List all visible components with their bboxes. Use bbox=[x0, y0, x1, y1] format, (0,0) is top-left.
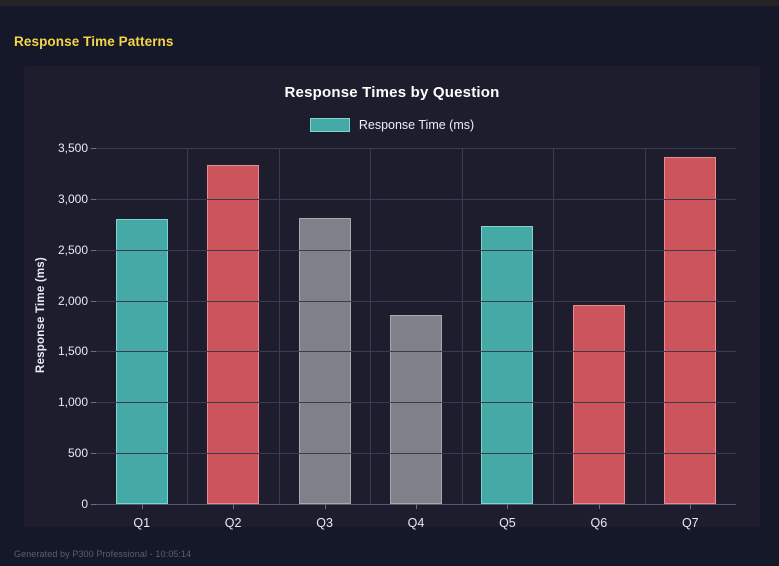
y-tick-label: 0 bbox=[81, 497, 88, 511]
bar-q2[interactable] bbox=[207, 165, 260, 504]
x-tick-mark bbox=[142, 504, 143, 509]
x-gridline bbox=[462, 148, 463, 504]
y-tick-label: 3,500 bbox=[57, 141, 88, 155]
y-tick-label: 3,000 bbox=[57, 191, 88, 206]
x-tick-label-q2: Q2 bbox=[224, 516, 242, 530]
y-gridline bbox=[96, 198, 736, 200]
bar-q4[interactable] bbox=[390, 315, 442, 504]
bar-q6[interactable] bbox=[572, 304, 625, 504]
y-tick-label: 2,000 bbox=[57, 293, 88, 308]
x-gridline bbox=[553, 148, 554, 504]
bar-q3[interactable] bbox=[298, 218, 351, 504]
x-tick-label-q4: Q4 bbox=[407, 516, 425, 530]
x-tick-mark bbox=[416, 504, 417, 509]
chart-card: Response Times by Question Response Time… bbox=[24, 66, 760, 530]
y-gridline bbox=[96, 351, 736, 353]
x-tick-label-q3: Q3 bbox=[316, 516, 333, 530]
plot-wrapper: Response Time (ms) 0 500 1,000 1,500 2,000 2,… bbox=[24, 66, 760, 530]
y-gridline bbox=[96, 300, 736, 302]
chart-title: Response Times by Question bbox=[284, 84, 500, 101]
y-tick-mark bbox=[91, 148, 96, 149]
x-tick-label-q7: Q7 bbox=[681, 516, 699, 530]
x-gridline bbox=[187, 148, 188, 504]
page-title: Response Time Patterns bbox=[14, 34, 174, 49]
y-tick-label: 1,000 bbox=[57, 395, 88, 410]
y-tick-mark bbox=[91, 198, 96, 200]
window-top-strip bbox=[0, 0, 779, 6]
legend-label-response-time: Response Time (ms) bbox=[358, 118, 475, 132]
y-tick-mark bbox=[91, 453, 96, 455]
plot-area: 0 500 1,000 1,500 2,000 2,500 3,000 3,500 Q1 Q2 Q3… bbox=[58, 141, 736, 530]
y-gridline bbox=[96, 249, 736, 251]
y-gridline bbox=[96, 402, 736, 404]
y-tick-label: 1,500 bbox=[57, 344, 88, 359]
y-tick-mark bbox=[91, 249, 96, 251]
bars-layer bbox=[96, 148, 736, 504]
footer-text: Generated by P300 Professional - 10:05:1… bbox=[14, 549, 192, 559]
legend-swatch-response-time bbox=[309, 118, 350, 132]
x-tick-mark bbox=[690, 504, 691, 509]
x-tick-mark bbox=[325, 504, 326, 509]
x-gridline bbox=[279, 148, 280, 504]
chart-legend: Response Time (ms) bbox=[24, 118, 760, 132]
x-tick-label-q5: Q5 bbox=[499, 516, 516, 530]
y-tick-mark bbox=[91, 504, 96, 505]
x-tick-label-q1: Q1 bbox=[133, 516, 151, 530]
y-tick-mark bbox=[91, 351, 96, 353]
x-tick-mark bbox=[507, 504, 508, 509]
x-tick-mark bbox=[599, 504, 600, 509]
y-tick-mark bbox=[91, 402, 96, 404]
x-tick-mark bbox=[233, 504, 234, 509]
page-background: Response Time Patterns Response Times by… bbox=[0, 6, 779, 566]
bar-q7[interactable] bbox=[664, 156, 717, 504]
x-gridline bbox=[645, 148, 646, 504]
x-gridline bbox=[370, 148, 371, 504]
y-tick-mark bbox=[91, 300, 96, 302]
x-tick-label-q6: Q6 bbox=[590, 516, 608, 530]
y-gridline bbox=[96, 148, 736, 149]
bar-q5[interactable] bbox=[481, 226, 534, 504]
y-gridline bbox=[96, 453, 736, 455]
y-tick-label: 500 bbox=[67, 446, 88, 461]
bar-q1[interactable] bbox=[115, 219, 168, 504]
y-tick-label: 2,500 bbox=[57, 242, 88, 257]
